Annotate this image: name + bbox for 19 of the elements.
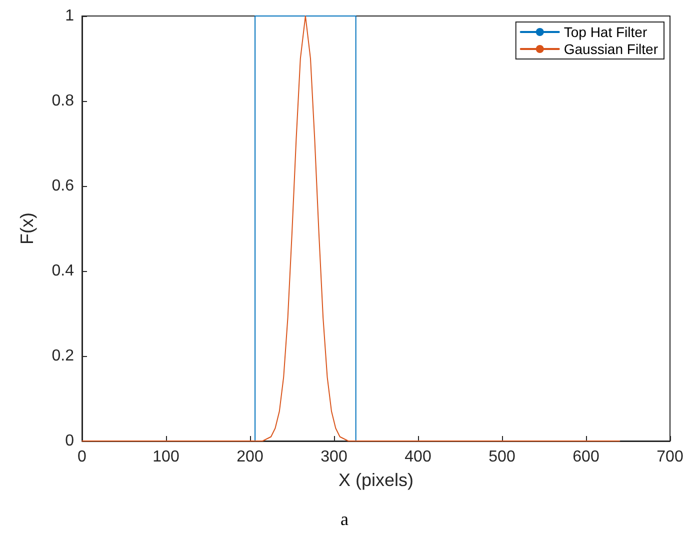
legend-label: Top Hat Filter [564, 24, 648, 40]
x-tick-label: 500 [488, 448, 516, 466]
y-tick-label: 0.2 [52, 348, 74, 364]
text: a [340, 509, 349, 529]
x-tick-label: 100 [152, 448, 180, 466]
y-tick-label: 0.8 [52, 92, 74, 110]
legend-label: Gaussian Filter [564, 41, 658, 57]
x-tick-label: 200 [236, 448, 264, 466]
y-tick-label: 0 [65, 432, 74, 450]
x-axis-title: X (pixels) [338, 470, 414, 490]
x-tick-label: 600 [572, 448, 600, 466]
y-tick-label: 0.4 [52, 262, 74, 280]
x-tick-label: 0 [78, 448, 87, 466]
y-axis-title: F(x) [17, 212, 37, 244]
y-tick-label: 0.6 [52, 178, 74, 194]
y-tick-label: 1 [65, 8, 74, 24]
x-tick-label: 700 [656, 448, 684, 466]
x-tick-label: 400 [404, 448, 432, 466]
x-tick-label: 300 [320, 448, 348, 466]
